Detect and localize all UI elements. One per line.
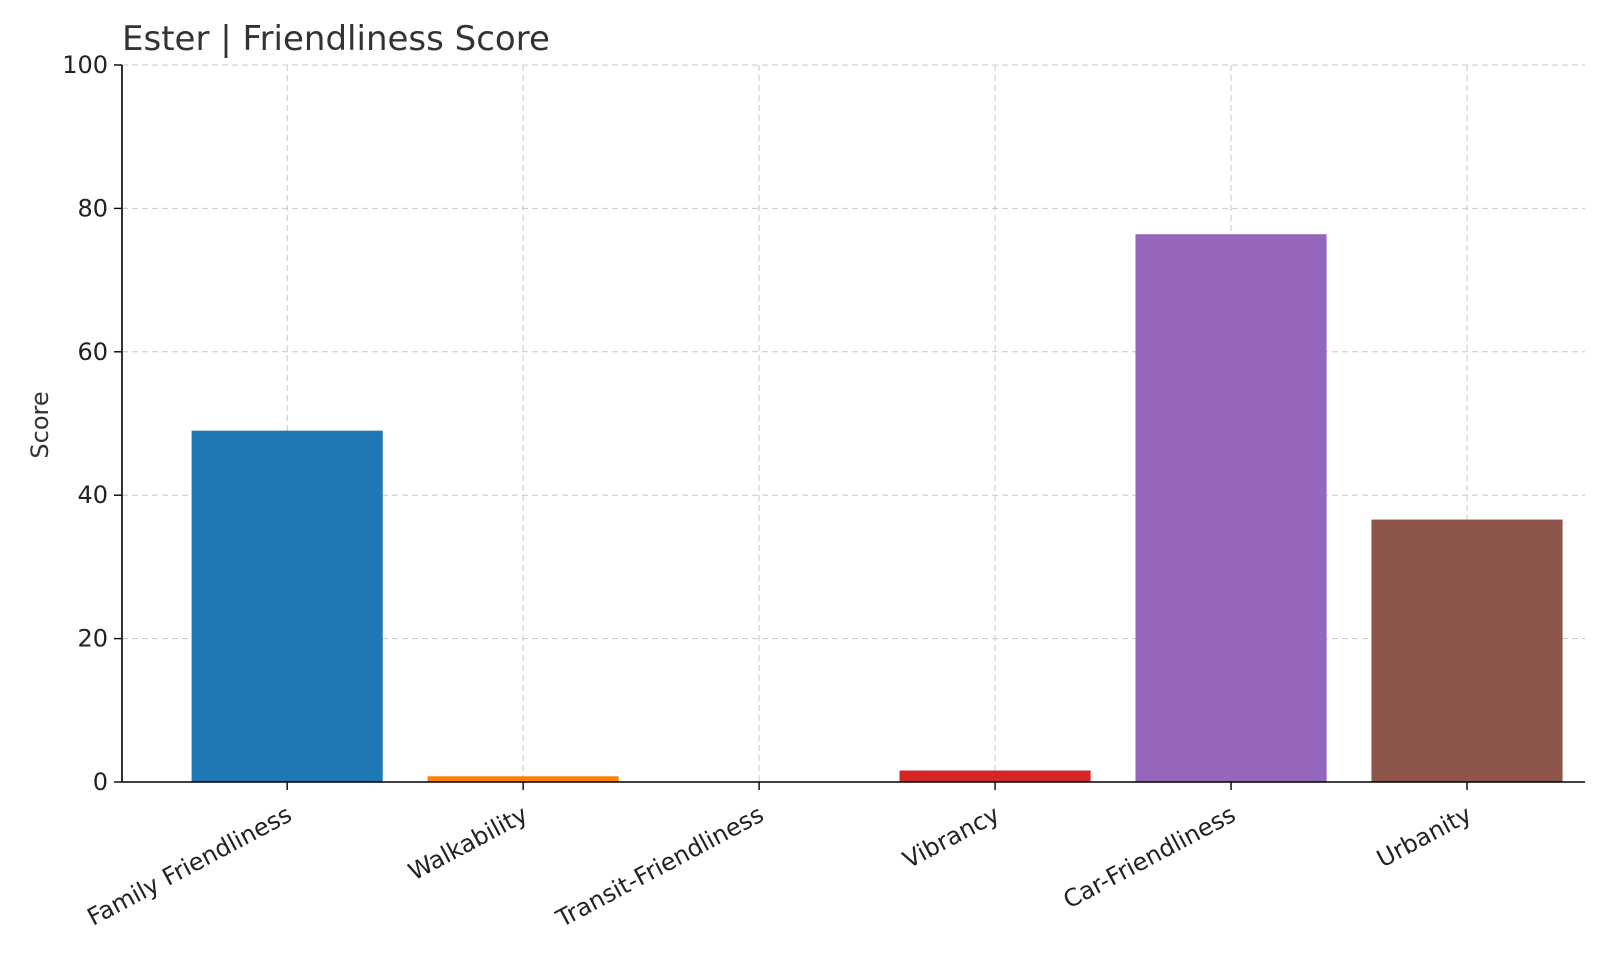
- y-axis-ticks: 0 20 40 60 80 100: [62, 51, 122, 796]
- bar: [1371, 519, 1563, 782]
- y-tick-label: 80: [77, 194, 108, 222]
- y-tick-label: 60: [77, 338, 108, 366]
- axes: [121, 65, 1585, 783]
- x-tick-label: Walkability: [404, 800, 532, 886]
- bar: [191, 430, 383, 782]
- x-tick-label: Urbanity: [1372, 800, 1476, 873]
- x-axis-ticks: Family Friendliness Walkability Transit-Fr…: [83, 782, 1476, 933]
- bar: [427, 776, 619, 782]
- y-tick-label: 20: [77, 625, 108, 653]
- x-tick-label: Car-Friendliness: [1059, 800, 1240, 914]
- y-tick-label: 0: [93, 768, 108, 796]
- x-tick-label: Vibrancy: [898, 800, 1004, 874]
- bar: [899, 770, 1091, 782]
- bar: [1135, 234, 1327, 782]
- y-tick-label: 100: [62, 51, 108, 79]
- x-tick-label: Family Friendliness: [83, 800, 297, 931]
- bars: [191, 234, 1563, 782]
- x-tick-label: Transit-Friendliness: [551, 800, 768, 933]
- chart-title: Ester | Friendliness Score: [122, 19, 550, 59]
- y-axis-label: Score: [26, 391, 54, 458]
- y-tick-label: 40: [77, 481, 108, 509]
